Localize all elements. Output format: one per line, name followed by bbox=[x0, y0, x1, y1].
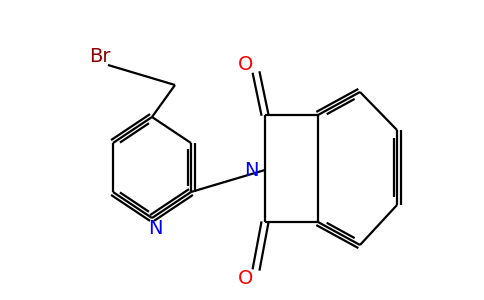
Text: Br: Br bbox=[89, 47, 111, 67]
Text: O: O bbox=[238, 55, 254, 74]
Text: N: N bbox=[148, 218, 162, 238]
Text: O: O bbox=[238, 268, 254, 287]
Text: N: N bbox=[244, 160, 258, 179]
